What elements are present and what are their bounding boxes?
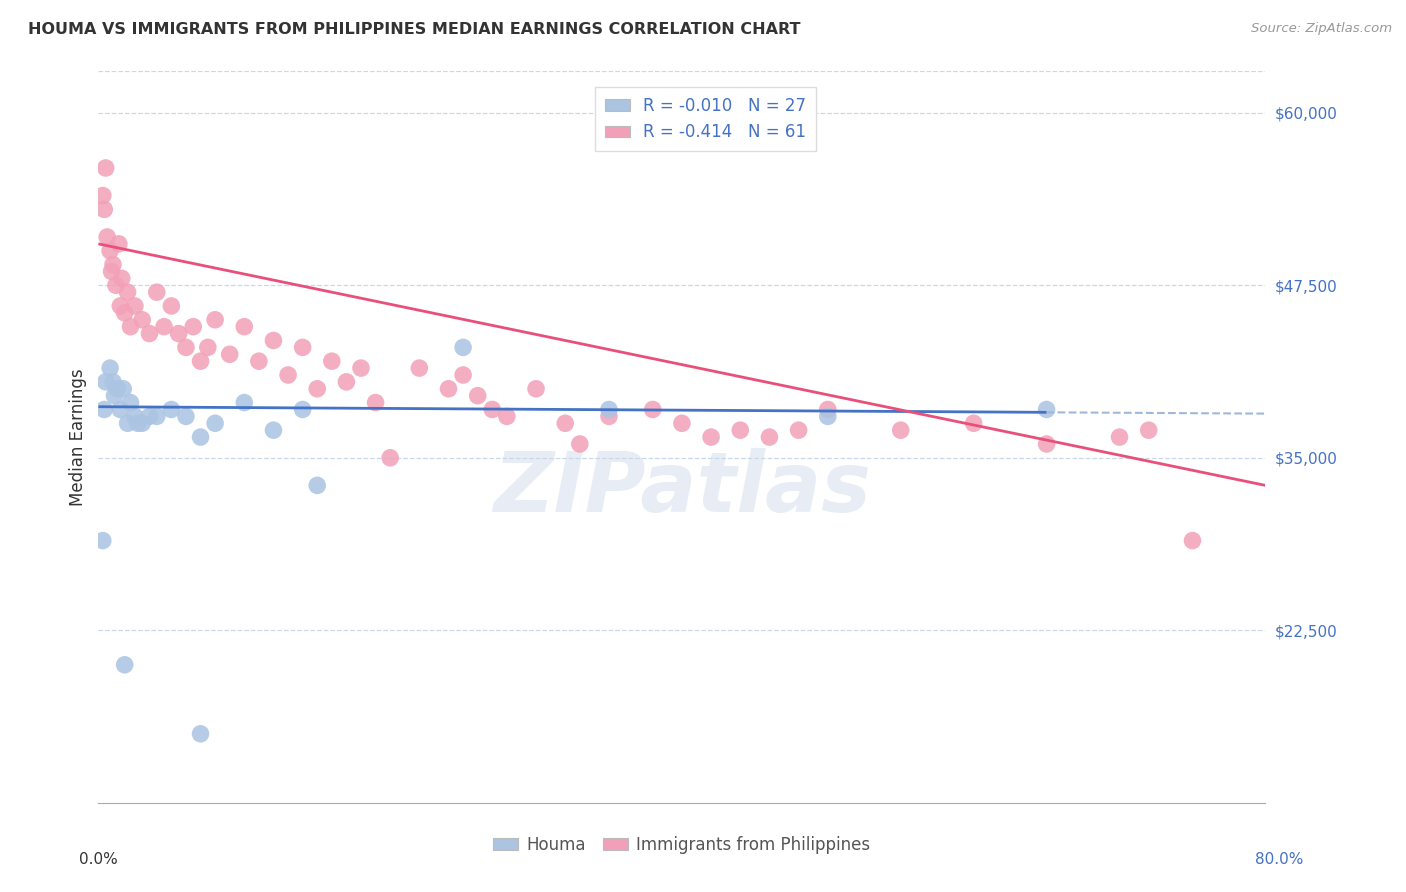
Point	[181, 319, 204, 334]
Point	[91, 533, 114, 548]
Point	[124, 299, 146, 313]
Point	[131, 312, 153, 326]
Point	[291, 340, 314, 354]
Point	[124, 409, 146, 424]
Point	[190, 727, 212, 741]
Point	[1035, 437, 1057, 451]
Point	[138, 409, 160, 424]
Point	[598, 402, 620, 417]
Point	[524, 382, 547, 396]
Point	[218, 347, 240, 361]
Point	[890, 423, 912, 437]
Point	[247, 354, 270, 368]
Point	[112, 382, 135, 396]
Point	[160, 402, 183, 417]
Point	[1181, 533, 1204, 548]
Point	[350, 361, 373, 376]
Point	[114, 657, 136, 672]
Point	[641, 402, 664, 417]
Point	[146, 409, 169, 424]
Point	[120, 395, 142, 409]
Point	[263, 334, 285, 348]
Point	[962, 417, 984, 431]
Point	[1035, 402, 1057, 417]
Point	[408, 361, 430, 376]
Point	[96, 230, 118, 244]
Point	[94, 375, 117, 389]
Text: 0.0%: 0.0%	[79, 852, 118, 867]
Point	[817, 409, 839, 424]
Point	[120, 319, 142, 334]
Point	[437, 382, 460, 396]
Point	[277, 368, 299, 382]
Text: HOUMA VS IMMIGRANTS FROM PHILIPPINES MEDIAN EARNINGS CORRELATION CHART: HOUMA VS IMMIGRANTS FROM PHILIPPINES MED…	[28, 22, 800, 37]
Point	[94, 161, 117, 175]
Point	[131, 417, 153, 431]
Point	[93, 202, 115, 217]
Point	[496, 409, 519, 424]
Point	[380, 450, 402, 465]
Point	[451, 368, 474, 382]
Point	[1108, 430, 1130, 444]
Point	[481, 402, 503, 417]
Point	[153, 319, 176, 334]
Point	[307, 478, 329, 492]
Point	[103, 389, 125, 403]
Point	[307, 382, 329, 396]
Point	[233, 319, 256, 334]
Text: 80.0%: 80.0%	[1256, 852, 1303, 867]
Point	[127, 417, 149, 431]
Point	[91, 188, 114, 202]
Point	[98, 361, 121, 376]
Point	[101, 375, 124, 389]
Point	[467, 389, 489, 403]
Point	[817, 402, 839, 417]
Point	[758, 430, 780, 444]
Point	[100, 264, 122, 278]
Point	[321, 354, 343, 368]
Point	[263, 423, 285, 437]
Point	[174, 340, 197, 354]
Point	[190, 430, 212, 444]
Point	[598, 409, 620, 424]
Point	[93, 402, 115, 417]
Point	[167, 326, 190, 341]
Point	[671, 417, 693, 431]
Point	[1137, 423, 1160, 437]
Point	[111, 271, 134, 285]
Point	[335, 375, 357, 389]
Point	[554, 417, 576, 431]
Point	[101, 258, 124, 272]
Point	[117, 417, 139, 431]
Point	[98, 244, 121, 258]
Point	[174, 409, 197, 424]
Point	[568, 437, 591, 451]
Text: ZIPatlas: ZIPatlas	[494, 448, 870, 529]
Point	[364, 395, 387, 409]
Point	[146, 285, 169, 300]
Point	[104, 278, 127, 293]
Point	[110, 402, 132, 417]
Text: Source: ZipAtlas.com: Source: ZipAtlas.com	[1251, 22, 1392, 36]
Point	[730, 423, 752, 437]
Point	[138, 326, 160, 341]
Legend: Houma, Immigrants from Philippines: Houma, Immigrants from Philippines	[486, 829, 877, 860]
Point	[105, 382, 128, 396]
Point	[204, 312, 226, 326]
Point	[204, 417, 226, 431]
Y-axis label: Median Earnings: Median Earnings	[69, 368, 87, 506]
Point	[114, 306, 136, 320]
Point	[700, 430, 723, 444]
Point	[197, 340, 219, 354]
Point	[787, 423, 810, 437]
Point	[291, 402, 314, 417]
Point	[160, 299, 183, 313]
Point	[451, 340, 474, 354]
Point	[233, 395, 256, 409]
Point	[108, 236, 131, 251]
Point	[190, 354, 212, 368]
Point	[110, 299, 132, 313]
Point	[117, 285, 139, 300]
